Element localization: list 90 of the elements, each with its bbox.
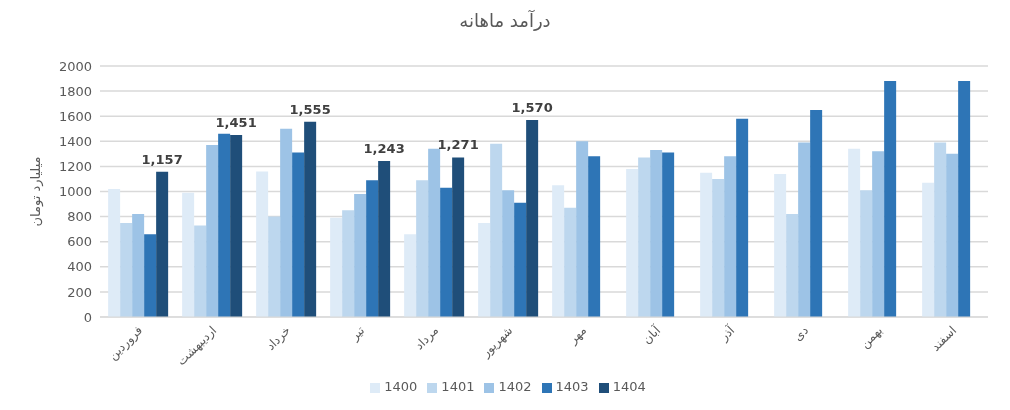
x-tick-label: مهر [565, 323, 590, 348]
bar [736, 118, 749, 317]
bar [514, 202, 527, 317]
bar [132, 214, 145, 317]
bar [946, 153, 959, 317]
x-tick-label: مرداد [412, 323, 442, 353]
bar [144, 234, 157, 317]
bar [404, 234, 417, 317]
bar [552, 185, 565, 317]
bar [194, 225, 207, 317]
y-axis-title: میلیارد تومان [28, 156, 44, 227]
bar [120, 222, 133, 317]
x-tick-label: اسفند [928, 323, 960, 354]
bar [330, 217, 343, 317]
x-tick-label: شهریور [477, 323, 516, 362]
bar [268, 216, 281, 317]
bar [700, 172, 713, 317]
data-label: 1,570 [511, 99, 553, 115]
bar [588, 156, 601, 317]
y-tick-label: 1600 [58, 108, 92, 124]
bar [292, 152, 305, 317]
x-tick-label: خرداد [263, 323, 294, 354]
bar [342, 210, 355, 317]
bar [182, 192, 195, 317]
bar [354, 194, 367, 317]
data-label: 1,271 [437, 137, 479, 153]
legend-label: 1401 [441, 379, 475, 394]
bar [304, 121, 317, 317]
bar [786, 214, 799, 317]
bar [724, 156, 737, 317]
bar [860, 190, 873, 317]
y-tick-label: 400 [67, 259, 92, 275]
y-tick-label: 1200 [58, 159, 92, 175]
data-label: 1,451 [215, 114, 257, 130]
bar [798, 142, 811, 317]
chart-title: درآمد ماهانه [458, 10, 552, 31]
bar [712, 178, 725, 317]
bar [416, 180, 429, 317]
bar [366, 180, 379, 317]
bar [490, 143, 503, 317]
bar [922, 182, 935, 317]
data-label: 1,555 [289, 101, 331, 117]
bar [848, 148, 861, 317]
bar [378, 161, 391, 317]
bar [958, 81, 971, 317]
bar [810, 109, 823, 317]
x-tick-label: آبان [638, 322, 664, 347]
bar [564, 207, 577, 317]
bar [626, 168, 639, 317]
bar [774, 173, 787, 317]
bar [108, 188, 121, 317]
y-tick-label: 200 [67, 284, 92, 300]
y-tick-label: 1800 [58, 83, 92, 99]
bar [502, 190, 515, 317]
bar [872, 151, 885, 317]
bar [230, 134, 243, 317]
x-tick-label: دی [790, 323, 812, 344]
x-tick-label: بهمن [857, 323, 886, 352]
y-tick-label: 1000 [58, 184, 92, 200]
data-label: 1,157 [141, 151, 183, 167]
bar [452, 157, 465, 317]
legend-label: 1403 [555, 379, 589, 394]
y-tick-label: 0 [83, 309, 92, 325]
data-label: 1,243 [363, 141, 405, 156]
legend-label: 1404 [612, 379, 646, 394]
bar [428, 148, 441, 317]
x-tick-label: تیر [346, 323, 368, 345]
bar [884, 81, 897, 317]
legend-label: 1402 [498, 379, 532, 394]
bar [256, 171, 269, 317]
bar [638, 157, 651, 317]
x-tick-label: فروردین [105, 323, 146, 364]
y-tick-label: 800 [67, 209, 92, 225]
bar [440, 187, 453, 317]
bar [650, 150, 663, 317]
y-tick-label: 1400 [58, 133, 92, 149]
legend-label: 1400 [384, 379, 418, 394]
bar [218, 133, 231, 317]
bar [934, 142, 947, 317]
y-tick-label: 2000 [58, 58, 92, 74]
bar [662, 152, 675, 317]
bar [576, 141, 589, 317]
bar [526, 119, 539, 317]
x-tick-label: اردیبهشت [174, 323, 220, 369]
bar [478, 222, 491, 317]
bar [280, 128, 293, 317]
bar [206, 145, 219, 317]
x-tick-label: آذر [715, 322, 739, 345]
y-tick-label: 600 [67, 234, 92, 250]
bar [156, 171, 169, 317]
